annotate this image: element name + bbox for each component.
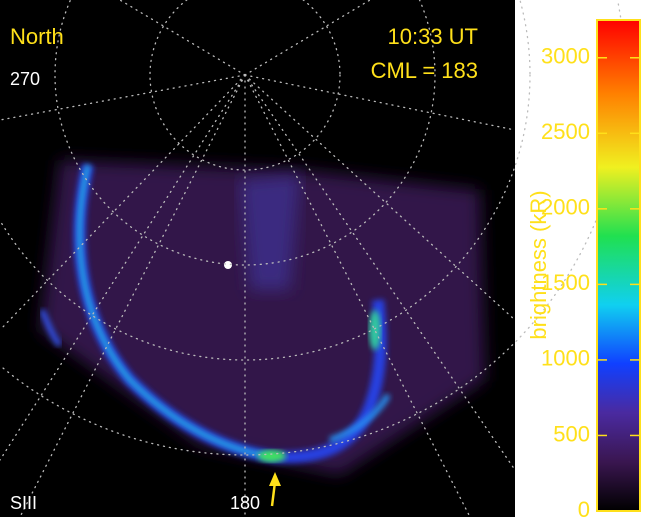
colorbar-tick-label: 3000 [541,44,590,69]
time-label: 10:33 UT [388,24,479,49]
figure: North 270 10:33 UT CML = 183 SIII 180 br… [0,0,648,517]
longitude-label: 180 [230,493,260,513]
cml-label: CML = 183 [371,58,478,83]
colorbar-tick-label: 500 [553,421,590,446]
colorbar-tick-label: 2500 [541,119,590,144]
hemisphere-label: North [10,24,64,49]
colorbar-tick-label: 1500 [541,270,590,295]
colorbar-tick-label: 1000 [541,346,590,371]
colorbar-tick-label: 2000 [541,195,590,220]
system-label: SIII [10,493,37,513]
colorbar [597,20,640,511]
longitude-label: 270 [10,69,40,89]
colorbar-tick-label: 0 [578,497,590,517]
